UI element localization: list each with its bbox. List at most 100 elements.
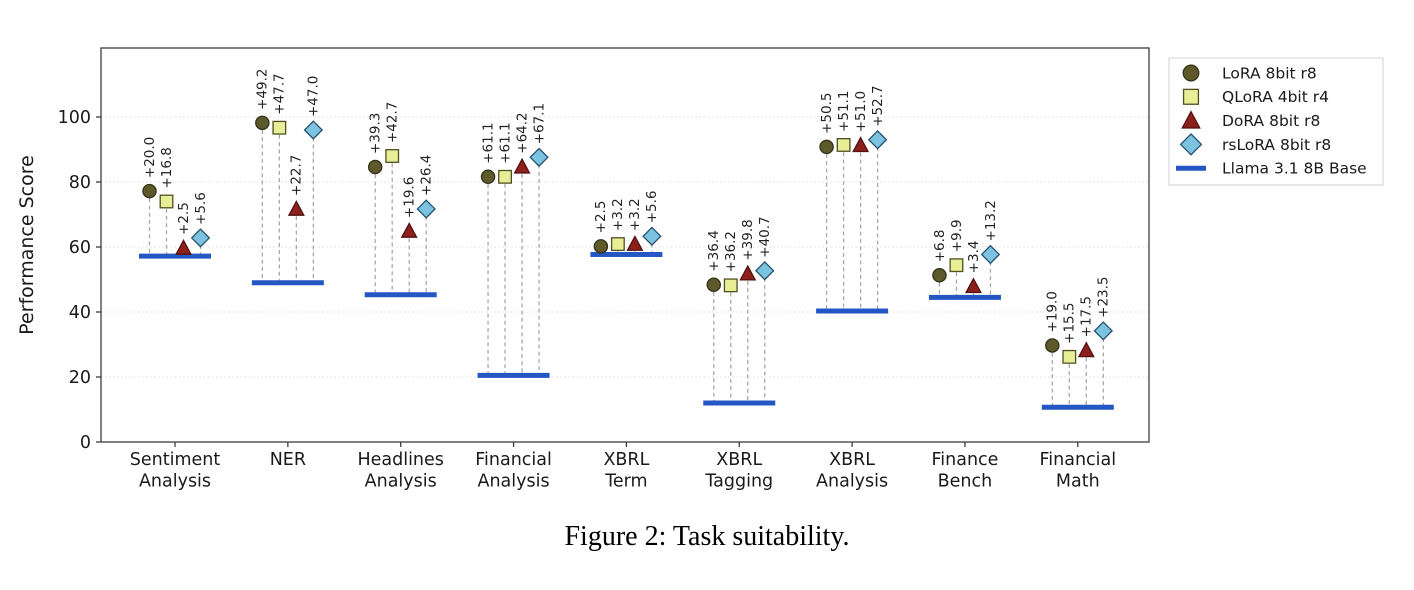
annotation-sentiment-analysis-dora: +2.5 <box>176 202 192 235</box>
marker-xbrl-tagging-dora <box>739 264 757 281</box>
annotation-xbrl-tagging-dora: +39.8 <box>740 219 756 260</box>
marker-headlines-analysis-rslora <box>416 199 436 219</box>
xtick-label-financial-math-line1: Financial <box>1039 450 1116 470</box>
annotation-ner-rslora: +47.0 <box>306 76 322 117</box>
marker-xbrl-analysis-rslora <box>867 130 888 150</box>
legend-box <box>1168 57 1384 186</box>
annotation-sentiment-analysis-qlora: +16.8 <box>159 147 175 188</box>
ytick-label-40: 40 <box>69 303 91 323</box>
marker-finance-bench-rslora <box>980 244 1001 265</box>
annotation-xbrl-term-rslora: +5.6 <box>644 190 660 223</box>
marker-xbrl-analysis-dora <box>852 136 870 153</box>
marker-xbrl-tagging-lora <box>706 277 722 292</box>
annotation-financial-analysis-dora: +64.2 <box>514 112 530 153</box>
marker-xbrl-analysis-qlora <box>836 137 851 152</box>
annotation-xbrl-analysis-rslora: +52.7 <box>870 85 886 126</box>
legend: LoRA 8bit r8 QLoRA 4bit r4 DoRA 8bit r8 rsL… <box>1168 57 1384 186</box>
marker-financial-math-dora <box>1077 341 1095 358</box>
marker-sentiment-analysis-dora <box>175 238 192 255</box>
annotation-financial-math-qlora: +15.5 <box>1062 302 1078 343</box>
annotation-xbrl-tagging-rslora: +40.7 <box>757 216 773 257</box>
marker-ner-lora <box>255 115 270 131</box>
marker-financial-math-rslora <box>1093 321 1114 341</box>
marker-xbrl-term-lora <box>593 239 609 254</box>
annotation-ner-dora: +22.7 <box>289 155 305 196</box>
plot-background <box>101 48 1149 442</box>
xtick-label-finance-bench-line2: Bench <box>938 472 993 492</box>
xtick-label-financial-analysis-line1: Financial <box>475 450 552 470</box>
annotation-xbrl-tagging-qlora: +36.2 <box>723 231 739 272</box>
xtick-label-headlines-analysis-line2: Analysis <box>365 472 437 492</box>
legend-marker-qlora-icon <box>1182 88 1200 105</box>
annotation-xbrl-analysis-qlora: +51.1 <box>836 91 852 132</box>
marker-financial-math-qlora <box>1062 349 1077 364</box>
annotation-sentiment-analysis-rslora: +5.6 <box>193 192 209 225</box>
annotation-xbrl-term-dora: +3.2 <box>627 198 643 231</box>
annotation-xbrl-term-lora: +2.5 <box>593 201 609 234</box>
marker-ner-qlora <box>272 120 287 135</box>
legend-label-lora: LoRA 8bit r8 <box>1222 64 1317 82</box>
annotation-xbrl-analysis-lora: +50.5 <box>819 93 835 134</box>
marker-financial-analysis-qlora <box>498 169 513 184</box>
marker-finance-bench-lora <box>932 268 947 283</box>
ytick-label-20: 20 <box>69 368 91 388</box>
marker-xbrl-analysis-lora <box>819 139 834 155</box>
xtick-label-ner-line1: NER <box>270 450 306 470</box>
marker-sentiment-analysis-qlora <box>159 194 174 209</box>
annotation-xbrl-term-qlora: +3.2 <box>610 198 626 231</box>
annotation-headlines-analysis-lora: +39.3 <box>368 113 384 154</box>
xtick-label-xbrl-tagging-line1: XBRL <box>716 450 762 470</box>
annotation-financial-math-rslora: +23.5 <box>1096 276 1112 317</box>
xtick-label-sentiment-analysis-line1: Sentiment <box>130 450 221 470</box>
marker-finance-bench-qlora <box>949 258 964 273</box>
xtick-label-xbrl-analysis-line1: XBRL <box>829 450 875 470</box>
xtick-label-xbrl-tagging-line2: Tagging <box>704 472 773 492</box>
annotation-xbrl-tagging-lora: +36.4 <box>706 230 722 271</box>
marker-headlines-analysis-dora <box>400 222 418 238</box>
legend-label-base: Llama 3.1 8B Base <box>1222 160 1367 178</box>
legend-label-qlora: QLoRA 4bit r4 <box>1222 88 1329 106</box>
marker-sentiment-analysis-lora <box>142 183 157 199</box>
marker-financial-analysis-dora <box>513 157 531 174</box>
annotation-headlines-analysis-rslora: +26.4 <box>419 155 435 196</box>
legend-marker-dora-icon <box>1181 110 1201 129</box>
marker-headlines-analysis-qlora <box>385 149 400 163</box>
ytick-label-60: 60 <box>69 238 91 258</box>
ytick-label-100: 100 <box>58 108 91 128</box>
annotation-financial-analysis-lora: +61.1 <box>480 122 496 163</box>
marker-xbrl-tagging-rslora <box>755 261 775 281</box>
annotation-ner-lora: +49.2 <box>255 68 271 109</box>
annotation-headlines-analysis-dora: +19.6 <box>402 177 418 218</box>
marker-headlines-analysis-lora <box>367 159 383 175</box>
annotation-ner-qlora: +47.7 <box>272 73 288 114</box>
task-group-ner: NER +49.2 +47.7 +22.7 +47.0 <box>251 68 324 470</box>
xtick-label-headlines-analysis-line1: Headlines <box>357 450 443 470</box>
legend-label-dora: DoRA 8bit r8 <box>1222 112 1320 130</box>
annotation-financial-math-lora: +19.0 <box>1045 291 1061 332</box>
annotation-finance-bench-qlora: +9.9 <box>949 219 965 252</box>
xtick-label-sentiment-analysis-line2: Analysis <box>139 472 211 492</box>
annotation-finance-bench-lora: +6.8 <box>932 229 948 262</box>
marker-xbrl-term-dora <box>626 235 644 251</box>
figure-caption: Figure 2: Task suitability. <box>564 521 850 552</box>
marker-xbrl-tagging-qlora <box>723 278 738 293</box>
xtick-label-xbrl-term-line1: XBRL <box>603 450 649 470</box>
legend-marker-lora-icon <box>1182 64 1200 82</box>
xtick-label-financial-analysis-line2: Analysis <box>477 472 549 492</box>
marker-financial-math-lora <box>1045 338 1060 353</box>
plot-border <box>100 47 1150 443</box>
marker-financial-analysis-rslora <box>529 147 549 168</box>
marker-ner-dora <box>287 199 305 216</box>
annotation-xbrl-analysis-dora: +51.0 <box>853 91 869 132</box>
xtick-label-finance-bench-line1: Finance <box>931 450 998 470</box>
annotation-sentiment-analysis-lora: +20.0 <box>142 137 158 178</box>
annotation-financial-analysis-qlora: +61.1 <box>497 122 513 163</box>
